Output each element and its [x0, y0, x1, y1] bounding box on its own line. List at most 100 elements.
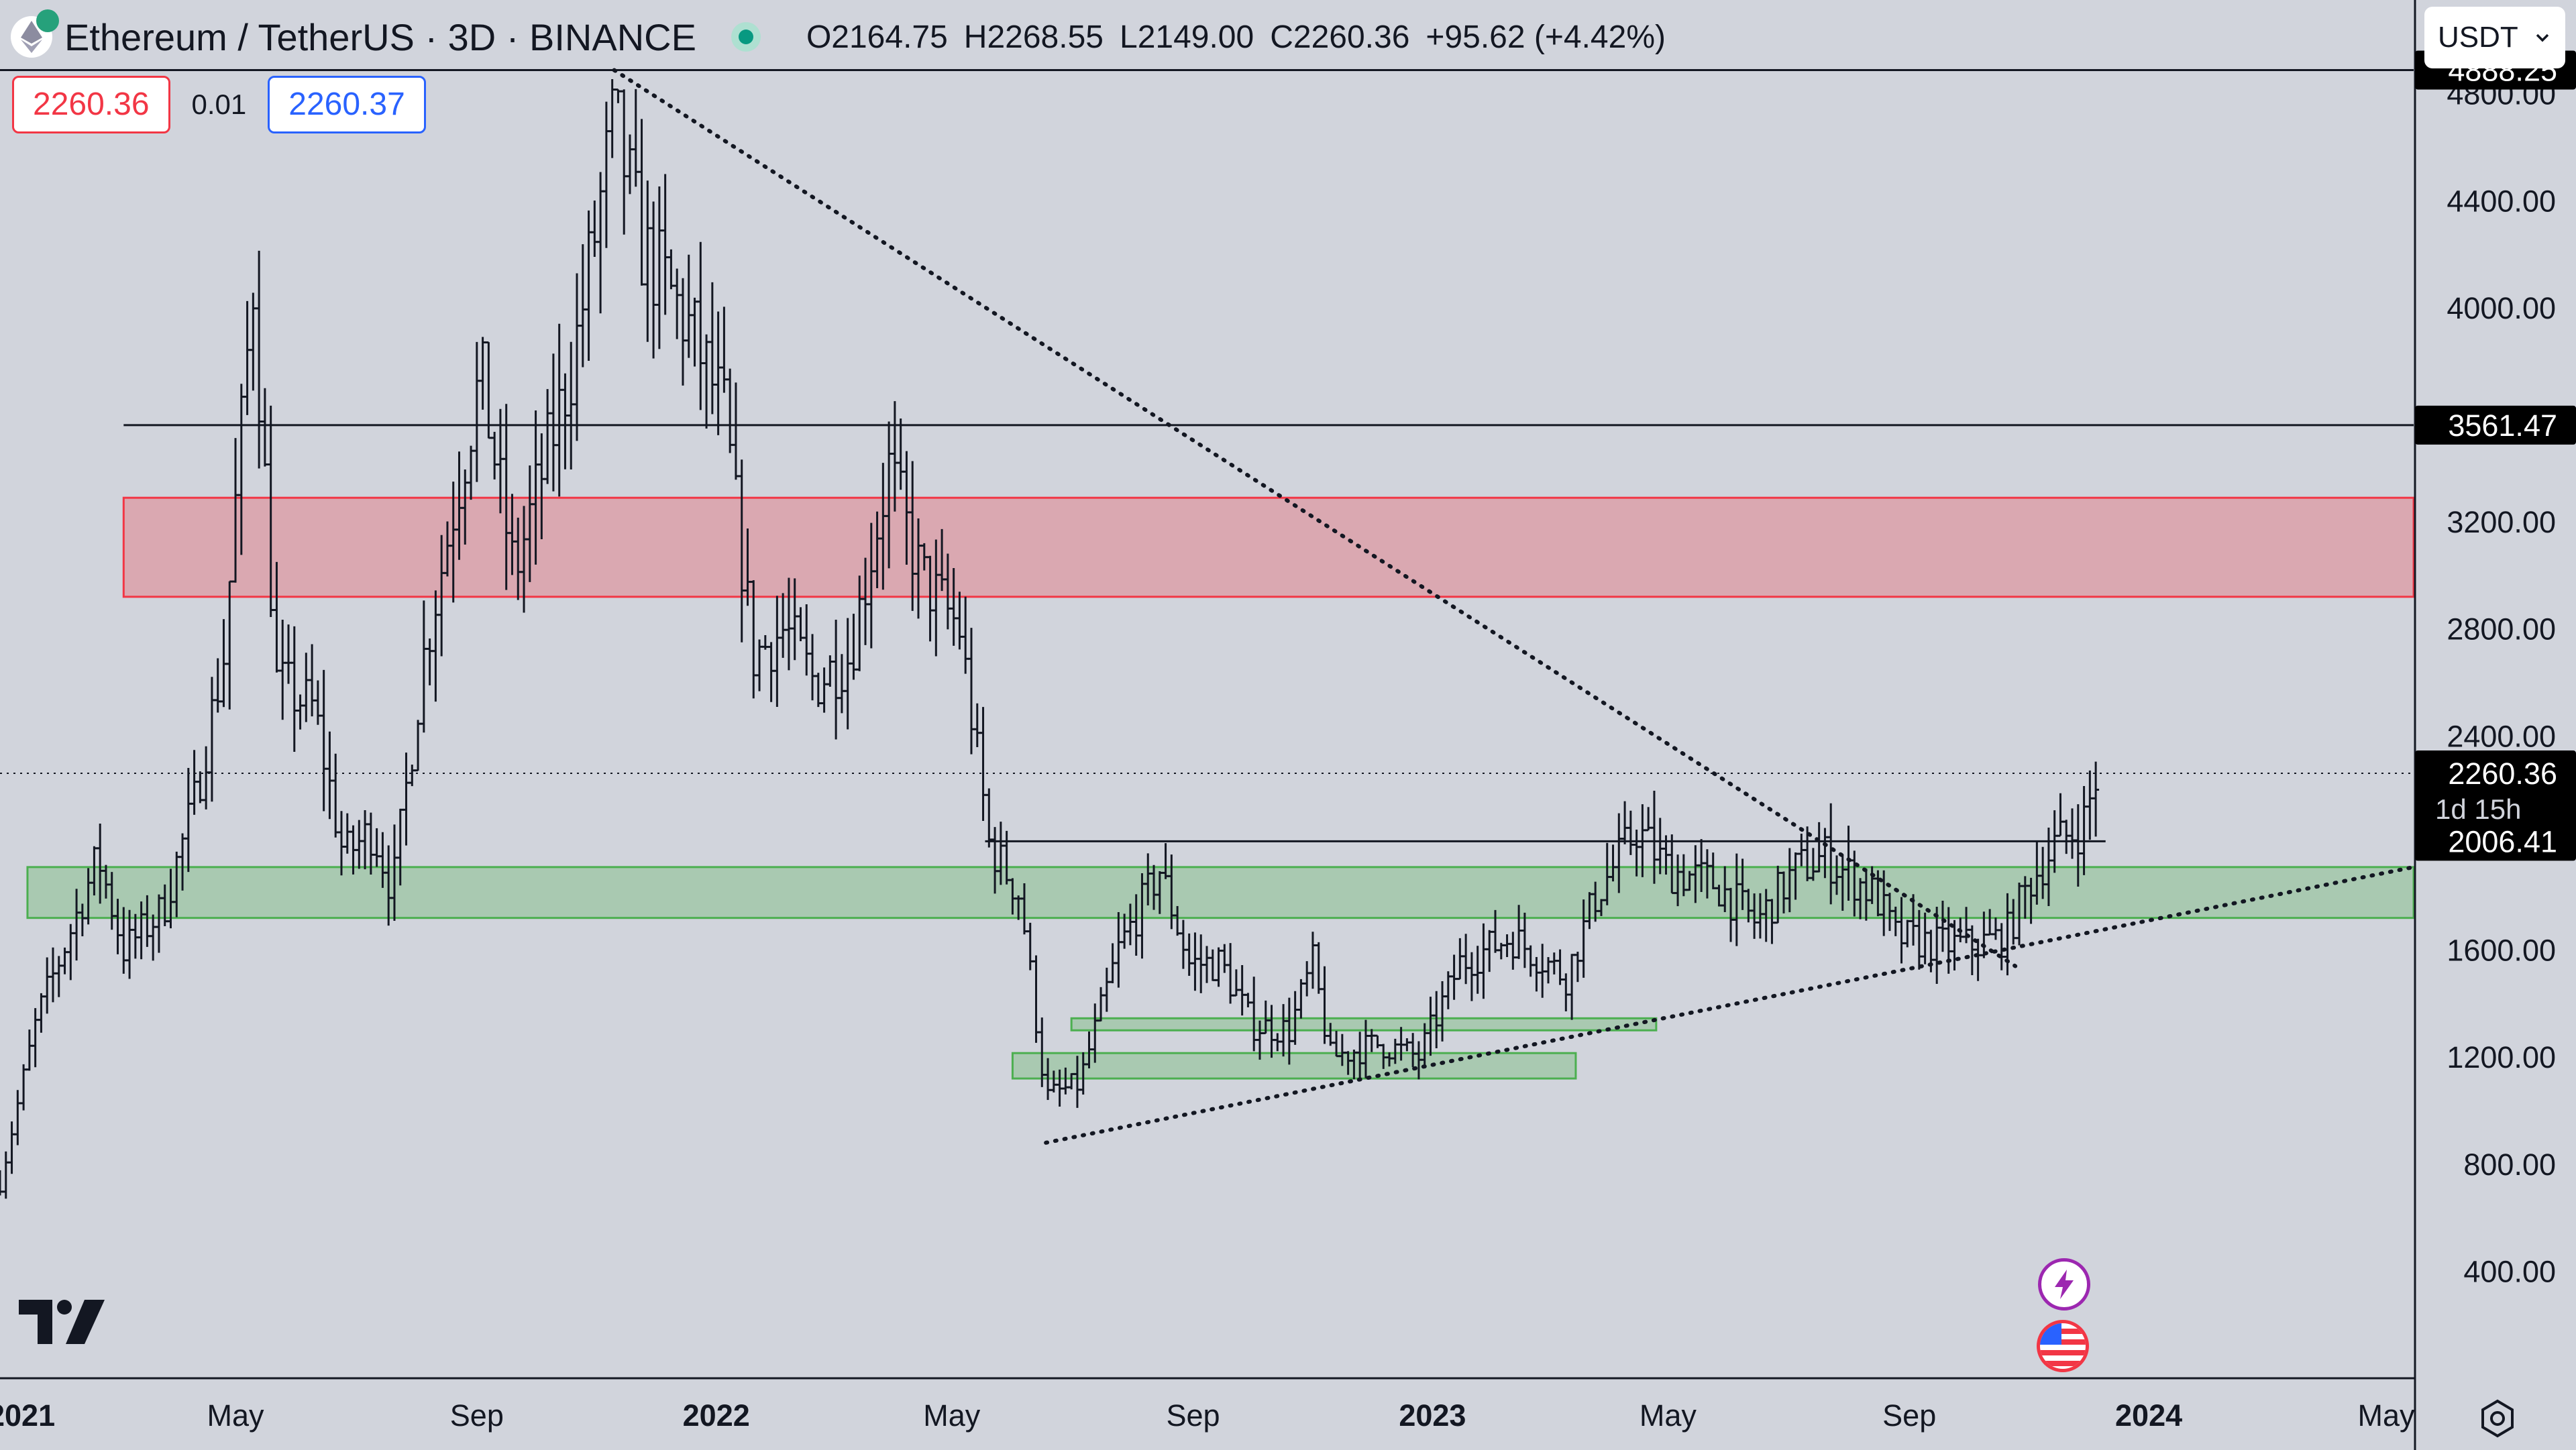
y-tick-label: 3200.00 [2447, 505, 2556, 539]
candle [1103, 967, 1110, 1012]
settings-icon[interactable] [2475, 1396, 2520, 1441]
us-flag-icon[interactable] [2037, 1320, 2089, 1372]
candle [1904, 919, 1911, 948]
candle [1509, 932, 1517, 970]
x-tick-label: May [207, 1398, 265, 1433]
candle [2080, 786, 2088, 875]
candle [1097, 987, 1105, 1022]
candle [1527, 945, 1534, 977]
candle [479, 337, 486, 410]
candle [285, 624, 292, 684]
candle [184, 767, 192, 873]
candle [1497, 942, 1505, 960]
trendline[interactable] [1044, 865, 2416, 1145]
candle [667, 249, 675, 290]
candle [426, 638, 433, 685]
x-tick-label: 2021 [0, 1398, 55, 1433]
ohlc-change: +95.62 (+4.42%) [1426, 19, 1666, 55]
candle [337, 811, 345, 876]
candle [555, 323, 563, 497]
candle [591, 201, 598, 257]
candle [697, 241, 704, 410]
candle [1462, 934, 1470, 985]
candle [632, 89, 639, 187]
support-zone[interactable] [1011, 1052, 1577, 1080]
x-tick-label: May [2358, 1398, 2416, 1433]
candle [2063, 820, 2070, 854]
y-tick-label: 400.00 [2463, 1254, 2556, 1288]
candle [290, 626, 298, 752]
x-tick-label: May [923, 1398, 981, 1433]
resistance-zone[interactable] [122, 496, 2415, 598]
candle [674, 268, 681, 339]
candle [1450, 954, 1458, 1000]
candle [1368, 1029, 1375, 1052]
candle [820, 667, 828, 713]
candle [891, 401, 898, 512]
sell-button[interactable]: 2260.36 [12, 76, 170, 133]
candle [1486, 930, 1493, 972]
candle [626, 134, 633, 194]
symbol-title[interactable]: Ethereum / TetherUS · 3D · BINANCE [64, 15, 696, 58]
candle [608, 78, 616, 158]
candle [373, 828, 380, 867]
candle [332, 753, 339, 838]
candle [415, 720, 422, 772]
live-status-icon [731, 22, 761, 52]
candle [1568, 954, 1576, 1020]
candle [597, 172, 604, 314]
candle [549, 353, 557, 492]
candle [585, 210, 592, 361]
support-zone[interactable] [26, 866, 2415, 919]
candle [1315, 942, 1322, 994]
ohlc-close: C2260.36 [1270, 19, 1410, 55]
price-tag [2415, 405, 2576, 445]
candle [2, 1151, 9, 1199]
spread-value: 0.01 [191, 89, 247, 120]
candle [844, 618, 851, 730]
tradingview-logo-icon[interactable] [19, 1300, 105, 1347]
ohlc-high: H2268.55 [963, 19, 1104, 55]
price-tag-label: 2260.36 [2448, 757, 2557, 791]
candle [67, 924, 74, 981]
candle [1645, 807, 1652, 832]
candle [720, 306, 728, 393]
bolt-icon[interactable] [2038, 1258, 2090, 1310]
candle [544, 389, 551, 484]
candle [727, 368, 734, 453]
candle [985, 788, 993, 848]
buy-button[interactable]: 2260.37 [268, 76, 426, 133]
candle [1480, 923, 1487, 999]
candle [732, 382, 739, 480]
candle [1550, 952, 1558, 974]
candle [491, 431, 498, 480]
candle [468, 445, 475, 500]
candle [1562, 973, 1570, 1011]
candle [638, 119, 645, 286]
price-tag-label: 3561.47 [2448, 408, 2557, 443]
candle [303, 653, 310, 722]
x-tick-label: Sep [450, 1398, 504, 1433]
candle [61, 947, 68, 974]
candle [1026, 922, 1034, 970]
candle [826, 655, 834, 687]
candle [685, 254, 692, 358]
chart-header: Ethereum / TetherUS · 3D · BINANCE O2164… [0, 0, 2415, 74]
candle [2057, 793, 2064, 837]
candle [20, 1064, 28, 1111]
candle [279, 619, 286, 720]
candle [1656, 818, 1664, 875]
trade-buttons: 2260.36 0.01 2260.37 [12, 75, 426, 134]
currency-select[interactable]: USDT [2424, 7, 2565, 68]
support-zone[interactable] [1070, 1017, 1658, 1031]
candle [420, 600, 427, 733]
candle [1521, 912, 1528, 968]
candle [767, 642, 775, 702]
candle [150, 914, 157, 961]
price-axis[interactable] [2415, 0, 2576, 1450]
candle [320, 669, 327, 812]
candle [1115, 912, 1122, 988]
candle [780, 593, 787, 658]
candle [814, 673, 822, 708]
